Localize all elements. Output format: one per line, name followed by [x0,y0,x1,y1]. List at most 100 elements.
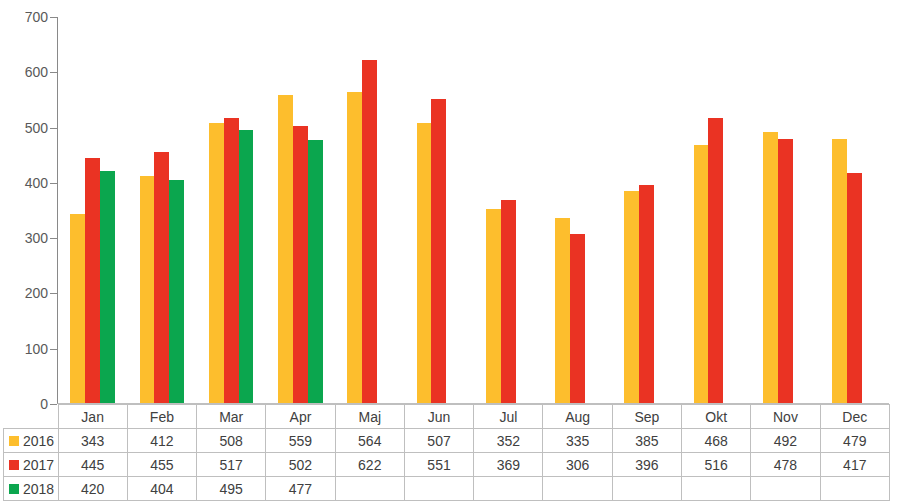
value-cell-2018-aug [543,477,612,501]
bar-slot [832,17,847,403]
value-cell-2017-jun: 551 [404,453,473,477]
bar-slot [70,17,85,403]
month-header-row: JanFebMarAprMajJunJulAugSepOktNovDec [4,405,890,429]
legend-year-label: 2017 [23,457,54,473]
bar-2016-apr [278,95,293,403]
y-axis-label: 600 [0,64,48,80]
y-axis-tick [50,404,57,405]
value-cell-2017-jul: 369 [474,453,543,477]
bar-2018-jan [100,171,115,403]
bar-2016-dec [832,139,847,403]
bar-slot [624,17,639,403]
month-header-cell: Okt [682,405,751,429]
value-cell-2018-okt [682,477,751,501]
bar-2016-aug [555,218,570,403]
bar-2017-apr [293,126,308,403]
legend-key-2016 [9,436,19,446]
bar-group-apr [266,17,335,403]
bar-slot [694,17,709,403]
bar-slot [708,17,723,403]
month-header-cell: Mar [197,405,266,429]
value-cell-2016-sep: 385 [612,429,681,453]
month-header-cell: Jul [474,405,543,429]
value-cell-2016-mar: 508 [197,429,266,453]
plot-area [57,17,889,404]
bar-slot [446,17,461,403]
table-row-2018: 2018420404495477 [4,477,890,501]
bar-slot [278,17,293,403]
bar-2018-mar [239,130,254,403]
value-cell-2018-jun [404,477,473,501]
bar-slot [763,17,778,403]
bar-group-aug [543,17,612,403]
value-cell-2017-mar: 517 [197,453,266,477]
y-axis-tick [50,72,57,73]
bar-slot [570,17,585,403]
bar-slot [293,17,308,403]
y-axis-label: 100 [0,341,48,357]
bar-slot [308,17,323,403]
month-header-cell: Dec [820,405,889,429]
value-cell-2017-okt: 516 [682,453,751,477]
table-row-2017: 2017445455517502622551369306396516478417 [4,453,890,477]
month-header-cell: Jan [58,405,127,429]
data-table: JanFebMarAprMajJunJulAugSepOktNovDec 201… [3,404,890,501]
month-header-cell: Nov [751,405,820,429]
bar-2017-okt [708,118,723,403]
bar-2017-jan [85,158,100,403]
bar-slot [778,17,793,403]
legend-key-2017 [9,460,19,470]
value-cell-2017-dec: 417 [820,453,889,477]
month-header-cell: Apr [266,405,335,429]
legend-cell-2016: 2016 [4,429,59,453]
bar-slot [169,17,184,403]
value-cell-2018-sep [612,477,681,501]
value-cell-2017-apr: 502 [266,453,335,477]
bar-slot [723,17,738,403]
bar-slot [377,17,392,403]
bar-slot [862,17,877,403]
bar-slot [239,17,254,403]
bar-slot [140,17,155,403]
table-row-2016: 2016343412508559564507352335385468492479 [4,429,890,453]
bar-2016-mar [209,123,224,403]
bar-2017-sep [639,185,654,403]
bar-2017-aug [570,234,585,403]
bar-slot [85,17,100,403]
value-cell-2017-feb: 455 [127,453,196,477]
y-axis-label: 500 [0,120,48,136]
value-cell-2018-maj [335,477,404,501]
value-cell-2018-mar: 495 [197,477,266,501]
month-header-cell: Feb [127,405,196,429]
y-axis-tick [50,183,57,184]
value-cell-2018-dec [820,477,889,501]
bar-2016-jun [417,123,432,403]
bar-2016-sep [624,191,639,403]
bar-group-sep [612,17,681,403]
bar-2016-maj [347,92,362,403]
bar-slot [486,17,501,403]
value-cell-2018-feb: 404 [127,477,196,501]
legend-cell-2017: 2017 [4,453,59,477]
bar-2018-apr [308,140,323,403]
bar-2017-jul [501,200,516,403]
legend-year-label: 2016 [23,433,54,449]
bar-group-nov [751,17,820,403]
bar-slot [362,17,377,403]
bar-slot [347,17,362,403]
bar-group-feb [127,17,196,403]
month-header-cell: Maj [335,405,404,429]
bar-group-jan [58,17,127,403]
bar-slot [417,17,432,403]
value-cell-2017-maj: 622 [335,453,404,477]
bar-slot [585,17,600,403]
y-axis-label: 200 [0,285,48,301]
legend-key-2018 [9,484,19,494]
bar-2017-jun [431,99,446,403]
value-cell-2018-apr: 477 [266,477,335,501]
y-axis-tick [50,293,57,294]
y-axis-tick [50,128,57,129]
value-cell-2017-aug: 306 [543,453,612,477]
bar-slot [639,17,654,403]
value-cell-2017-nov: 478 [751,453,820,477]
